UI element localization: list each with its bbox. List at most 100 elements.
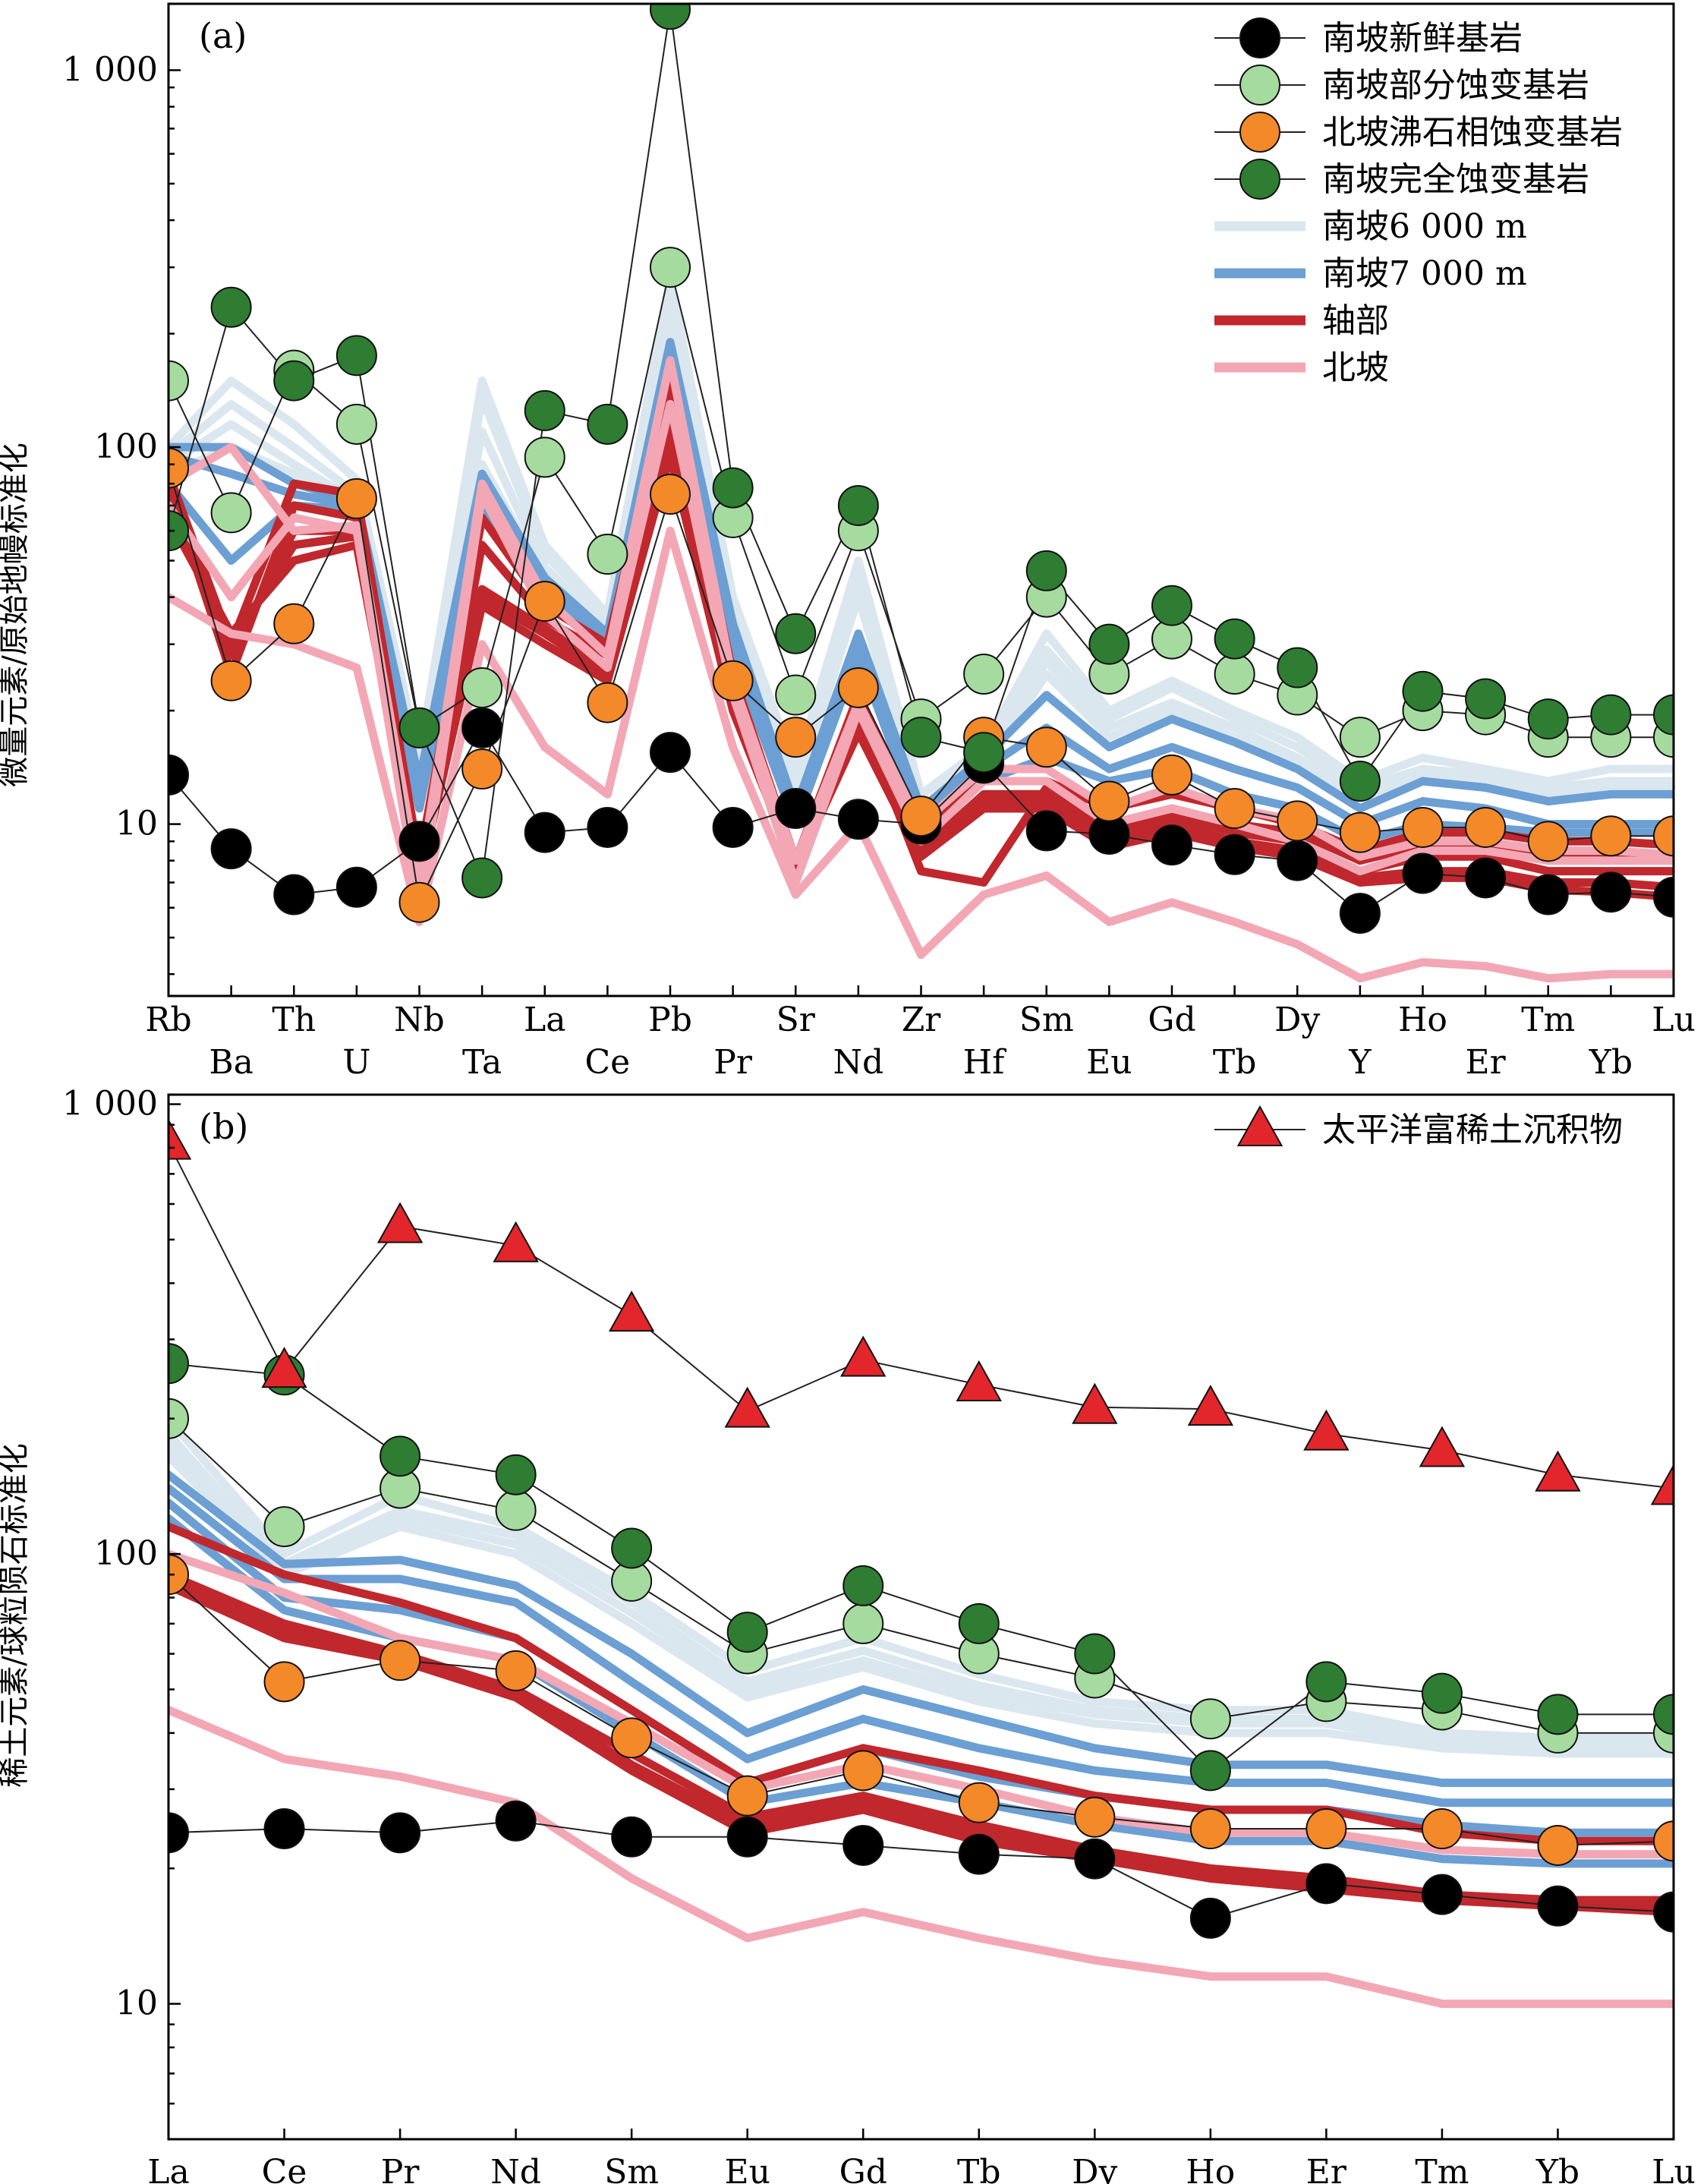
data-point bbox=[210, 492, 252, 534]
x-tick-label: Sm bbox=[604, 2153, 659, 2184]
data-point bbox=[380, 1812, 421, 1854]
data-point bbox=[726, 1775, 768, 1817]
series-line-band bbox=[168, 1440, 1674, 1753]
x-tick-label: Ho bbox=[1186, 2153, 1235, 2184]
data-point bbox=[842, 1750, 884, 1792]
data-point bbox=[775, 613, 817, 654]
x-tick-label: La bbox=[147, 2153, 189, 2184]
x-tick-label: Hf bbox=[963, 1043, 1006, 1082]
data-point bbox=[1088, 780, 1130, 822]
panel-b: 10 100 1 000 La Ce Pr Nd Sm Eu Gd Tb Dy Ho Er Tm Yb Lu 稀土… bbox=[0, 1085, 1696, 2184]
data-point bbox=[1653, 876, 1674, 918]
x-tick-label: Pr bbox=[381, 2153, 420, 2184]
data-point-triangle bbox=[1187, 1385, 1234, 1426]
data-point bbox=[1088, 623, 1130, 665]
series-line-band bbox=[168, 1414, 1674, 1742]
data-point bbox=[1214, 653, 1255, 695]
y-tick-label: 10 bbox=[115, 1984, 158, 2023]
data-point bbox=[1025, 810, 1067, 852]
x-tick-label: Sr bbox=[776, 1001, 816, 1039]
data-point bbox=[837, 799, 879, 840]
data-point bbox=[168, 1398, 189, 1439]
data-point bbox=[1402, 852, 1444, 894]
data-point-triangle bbox=[724, 1386, 770, 1428]
data-point bbox=[461, 667, 503, 708]
data-point bbox=[1537, 1824, 1579, 1866]
data-point bbox=[1590, 871, 1632, 913]
data-point bbox=[1590, 815, 1632, 857]
x-tick-label: Ta bbox=[462, 1043, 502, 1082]
legend-marker bbox=[1239, 17, 1280, 58]
x-tick-label: Dy bbox=[1274, 1001, 1320, 1039]
data-point bbox=[461, 748, 503, 790]
series-line-band bbox=[168, 1549, 1674, 1859]
data-point bbox=[837, 667, 879, 708]
data-point bbox=[726, 1816, 768, 1858]
legend-label: 南坡部分蚀变基岩 bbox=[1322, 66, 1589, 105]
data-point bbox=[1653, 694, 1674, 736]
data-point bbox=[1189, 1750, 1231, 1792]
data-point bbox=[587, 682, 628, 723]
data-point bbox=[958, 1603, 1000, 1644]
data-point bbox=[1653, 815, 1674, 857]
x-tick-label: Er bbox=[1466, 1043, 1507, 1082]
data-point bbox=[842, 1824, 884, 1866]
data-point bbox=[168, 1343, 189, 1385]
legend-label: 南坡完全蚀变基岩 bbox=[1322, 160, 1589, 199]
x-tick-label: Zr bbox=[902, 1001, 942, 1039]
data-point bbox=[963, 732, 1005, 774]
x-tick-label: Tm bbox=[1415, 2153, 1469, 2184]
data-point-triangle bbox=[840, 1335, 887, 1377]
x-tick-label: Ce bbox=[585, 1043, 631, 1082]
data-point bbox=[1402, 670, 1444, 712]
plot-frame bbox=[167, 1093, 1675, 2141]
data-point bbox=[1527, 821, 1569, 862]
data-point bbox=[1465, 806, 1507, 848]
data-point bbox=[461, 857, 503, 899]
data-point bbox=[1305, 1863, 1347, 1905]
y-tick-label: 1 000 bbox=[62, 1085, 158, 1124]
data-point bbox=[1590, 694, 1632, 736]
data-point bbox=[958, 1833, 1000, 1875]
data-point bbox=[168, 360, 189, 402]
legend-item: 南坡完全蚀变基岩 bbox=[1214, 159, 1589, 200]
data-point bbox=[335, 866, 377, 908]
data-point bbox=[335, 477, 377, 519]
data-point bbox=[1214, 788, 1255, 830]
x-tick-label: Dy bbox=[1072, 2153, 1117, 2184]
legend-item: 南坡新鲜基岩 bbox=[1214, 17, 1523, 58]
x-tick-label: Y bbox=[1348, 1043, 1372, 1082]
data-point bbox=[1465, 678, 1507, 720]
data-point-triangle bbox=[1535, 1450, 1581, 1492]
x-tick-label: Nd bbox=[833, 1043, 884, 1082]
data-point bbox=[1305, 1661, 1347, 1703]
data-point bbox=[168, 447, 189, 489]
data-point-triangle bbox=[376, 1202, 424, 1243]
data-point bbox=[775, 788, 817, 830]
data-point bbox=[611, 1816, 653, 1858]
data-point-triangle bbox=[493, 1221, 539, 1262]
legend-label: 轴部 bbox=[1322, 301, 1389, 340]
y-tick-label: 10 bbox=[115, 805, 158, 843]
data-point bbox=[1074, 1838, 1116, 1880]
series-line-sediment bbox=[168, 1142, 1674, 1489]
data-point bbox=[495, 1454, 537, 1495]
data-point bbox=[1277, 647, 1318, 689]
data-point bbox=[1339, 761, 1381, 802]
data-point bbox=[1025, 550, 1067, 591]
data-point bbox=[1339, 717, 1381, 758]
legend-item: 轴部 bbox=[1214, 301, 1389, 340]
legend-marker bbox=[1239, 65, 1280, 106]
legend-item: 南坡7 000 m bbox=[1214, 254, 1527, 293]
data-point bbox=[842, 1603, 884, 1644]
series-line-band bbox=[168, 1470, 1674, 1787]
data-point bbox=[1537, 1694, 1579, 1735]
series-line-band bbox=[168, 1706, 1674, 2009]
x-tick-label: Ce bbox=[262, 2153, 307, 2184]
x-tick-label: Eu bbox=[724, 2153, 770, 2184]
y-axis-label: 稀土元素/球粒陨石标准化 bbox=[0, 1443, 32, 1787]
data-point bbox=[1339, 812, 1381, 853]
data-point bbox=[168, 1812, 189, 1854]
